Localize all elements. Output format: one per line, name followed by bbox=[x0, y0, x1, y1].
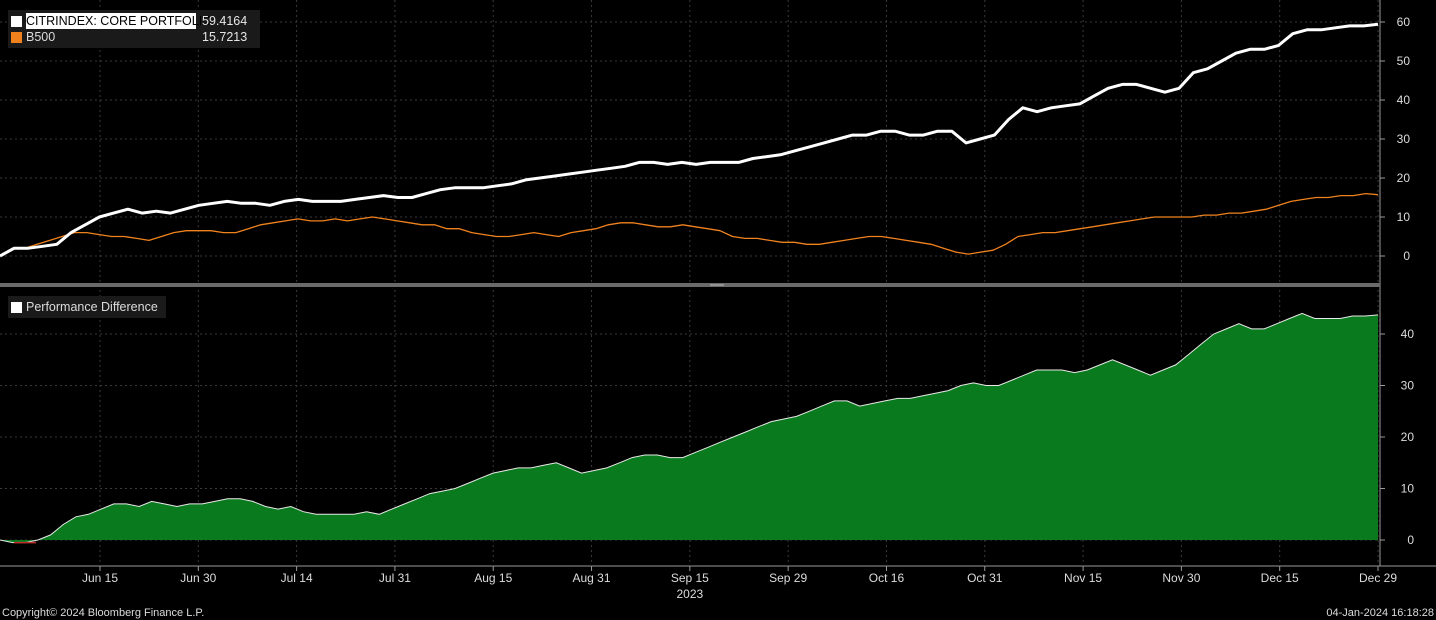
series-line-b500 bbox=[0, 192, 1379, 257]
x-tick-label: Jul 14 bbox=[281, 571, 313, 585]
x-tick-label: Dec 29 bbox=[1359, 571, 1397, 585]
legend-value-portfolio: 59.4164 bbox=[202, 14, 248, 28]
legend-entry-difference: Performance Difference bbox=[8, 299, 158, 315]
x-tick-label: Oct 16 bbox=[869, 571, 905, 585]
legend-swatch-portfolio bbox=[11, 15, 22, 27]
legend-swatch-b500 bbox=[11, 31, 22, 43]
top-y-tick-label: 30 bbox=[1397, 132, 1411, 146]
x-tick-label: Sep 29 bbox=[769, 571, 807, 585]
legend-name-difference: Performance Difference bbox=[26, 300, 158, 314]
x-tick-label: Aug 31 bbox=[573, 571, 611, 585]
bottom-y-tick-label: 10 bbox=[1401, 482, 1415, 496]
legend-name-b500: B500 bbox=[26, 30, 56, 44]
x-tick-label: Dec 15 bbox=[1261, 571, 1299, 585]
x-tick-label: Jul 31 bbox=[379, 571, 411, 585]
x-tick-label: Nov 30 bbox=[1162, 571, 1200, 585]
x-tick-label: Jun 15 bbox=[82, 571, 118, 585]
bottom-y-tick-label: 20 bbox=[1401, 430, 1415, 444]
x-tick-label: Nov 15 bbox=[1064, 571, 1102, 585]
panel-divider bbox=[0, 283, 1380, 287]
legend-value-b500: 15.7213 bbox=[202, 30, 248, 44]
legend-name-portfolio: CITRINDEX: CORE PORTFOLIO bbox=[26, 13, 212, 29]
x-year-label: 2023 bbox=[676, 587, 703, 601]
bottom-y-tick-label: 40 bbox=[1401, 327, 1415, 341]
bottom-y-tick-label: 30 bbox=[1401, 379, 1415, 393]
x-tick-label: Jun 30 bbox=[180, 571, 216, 585]
series-line-portfolio bbox=[0, 22, 1379, 258]
difference-outline bbox=[0, 312, 1379, 544]
top-y-tick-label: 60 bbox=[1397, 15, 1411, 29]
top-y-tick-label: 20 bbox=[1397, 171, 1411, 185]
top-y-tick-label: 0 bbox=[1403, 249, 1410, 263]
x-tick-label: Oct 31 bbox=[967, 571, 1003, 585]
top-y-tick-label: 40 bbox=[1397, 93, 1411, 107]
timestamp-text: 04-Jan-2024 16:18:28 bbox=[1326, 607, 1434, 619]
difference-area bbox=[0, 313, 1378, 543]
bottom-legend: Performance Difference bbox=[8, 296, 166, 318]
x-tick-label: Sep 15 bbox=[671, 571, 709, 585]
legend-swatch-difference bbox=[11, 301, 22, 313]
x-tick-label: Aug 15 bbox=[474, 571, 512, 585]
top-legend: CITRINDEX: CORE PORTFOLIO 59.4164 B500 1… bbox=[8, 10, 260, 48]
bottom-y-tick-label: 0 bbox=[1407, 533, 1414, 547]
legend-entry-b500: B500 15.7213 bbox=[8, 29, 260, 45]
legend-entry-portfolio: CITRINDEX: CORE PORTFOLIO 59.4164 bbox=[8, 13, 260, 29]
top-y-tick-label: 10 bbox=[1397, 210, 1411, 224]
top-y-tick-label: 50 bbox=[1397, 54, 1411, 68]
copyright-text: Copyright© 2024 Bloomberg Finance L.P. bbox=[2, 607, 205, 619]
